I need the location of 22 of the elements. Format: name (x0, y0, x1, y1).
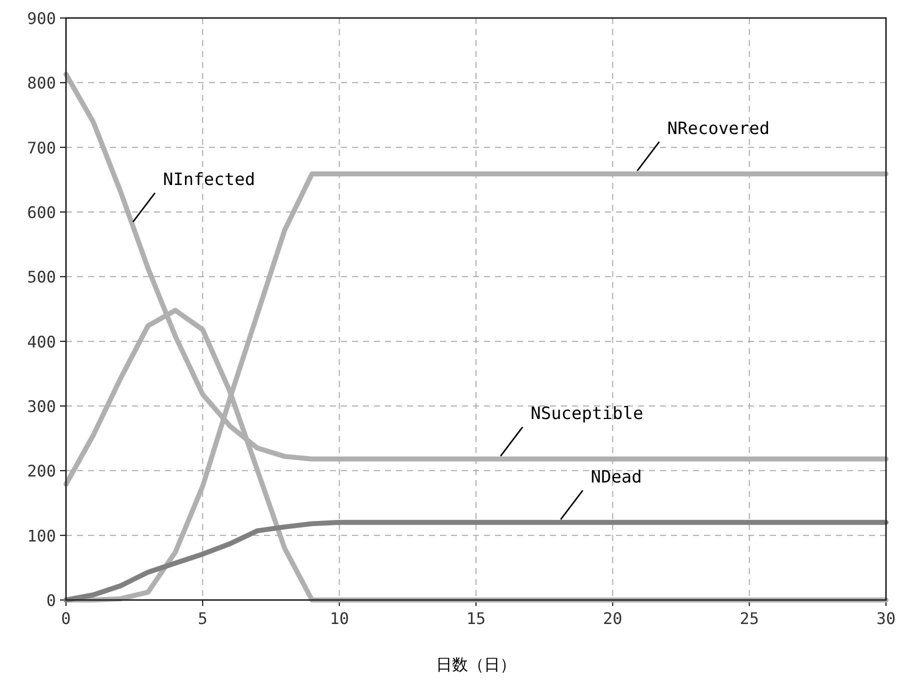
y-tick-label: 500 (27, 268, 56, 287)
x-axis-title: 日数（日） (436, 655, 516, 674)
y-tick-label: 0 (46, 591, 56, 610)
annotation: NDead (590, 467, 642, 488)
x-tick-label: 20 (603, 609, 622, 628)
x-tick-label: 30 (876, 609, 896, 628)
annotation: NInfected (162, 170, 256, 190)
y-tick-label: 900 (27, 9, 56, 28)
y-tick-label: 800 (27, 74, 56, 93)
y-tick-label: 600 (27, 203, 56, 222)
y-tick-label: 700 (27, 138, 56, 158)
x-tick-label: 25 (740, 609, 759, 628)
y-tick-label: 100 (27, 526, 56, 546)
y-tick-label: 400 (27, 332, 56, 352)
x-tick-label: 10 (330, 609, 349, 628)
y-tick-label: 300 (27, 397, 56, 416)
annotation: NSuceptible (530, 404, 644, 424)
y-tick-label: 200 (27, 462, 56, 481)
annotation: NRecovered (667, 118, 770, 139)
x-tick-label: 0 (61, 609, 71, 628)
x-tick-label: 5 (198, 609, 208, 628)
x-tick-label: 15 (466, 609, 486, 628)
